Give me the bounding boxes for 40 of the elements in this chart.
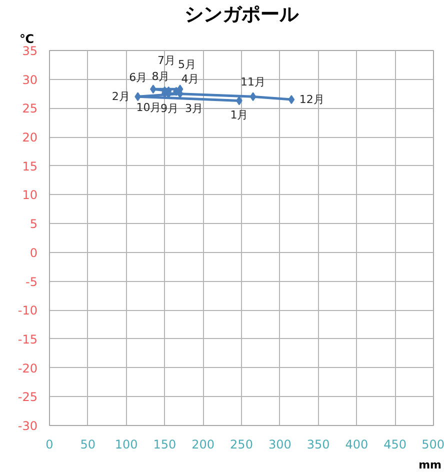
y-tick-label: -5 — [26, 274, 38, 289]
chart-title: シンガポール — [184, 4, 300, 26]
y-tick-label: -20 — [18, 361, 38, 376]
annotation: 11月 — [240, 76, 266, 89]
annotation: 1月 — [230, 108, 248, 122]
y-tick-label: 10 — [22, 188, 38, 202]
x-tick-label: 450 — [384, 438, 407, 452]
y-tick-label: 20 — [22, 130, 38, 145]
x-tick-label: 50 — [80, 438, 96, 452]
y-tick-label: -30 — [18, 419, 38, 433]
x-tick-label: 150 — [153, 438, 176, 452]
annotation: 3月 — [185, 102, 204, 115]
x-tick-label: 400 — [345, 438, 368, 452]
annotation: 9月 — [160, 102, 179, 115]
y-tick-label: -15 — [18, 332, 38, 346]
annotation: 8月 — [152, 70, 170, 83]
annotation: 4月 — [181, 72, 200, 86]
y-tick-label: 30 — [22, 72, 38, 87]
x-tick-label: 100 — [114, 438, 138, 452]
x-tick-label: 300 — [268, 438, 292, 452]
y-tick-label: 35 — [22, 44, 38, 58]
y-tick-label: 0 — [30, 246, 38, 260]
y-tick-label: 5 — [30, 217, 38, 232]
annotation: 2月 — [112, 90, 130, 104]
y-tick-label: 15 — [22, 159, 38, 174]
x-tick-label: 500 — [422, 438, 444, 452]
annotation: 5月 — [178, 58, 196, 72]
y-axis-title: ℃ — [20, 32, 34, 46]
x-tick-label: 350 — [306, 438, 330, 452]
y-tick-label: 25 — [22, 102, 38, 116]
annotation: 7月 — [158, 54, 176, 67]
y-tick-label: -25 — [18, 390, 38, 404]
annotation: 6月 — [129, 71, 148, 84]
y-tick-label: -10 — [18, 304, 38, 318]
x-axis-title: mm — [418, 458, 442, 472]
x-tick-label: 0 — [46, 438, 54, 452]
annotation: 10月 — [136, 101, 162, 114]
annotation: 12月 — [299, 93, 324, 106]
x-tick-label: 200 — [192, 438, 215, 452]
x-tick-label: 250 — [230, 438, 253, 452]
